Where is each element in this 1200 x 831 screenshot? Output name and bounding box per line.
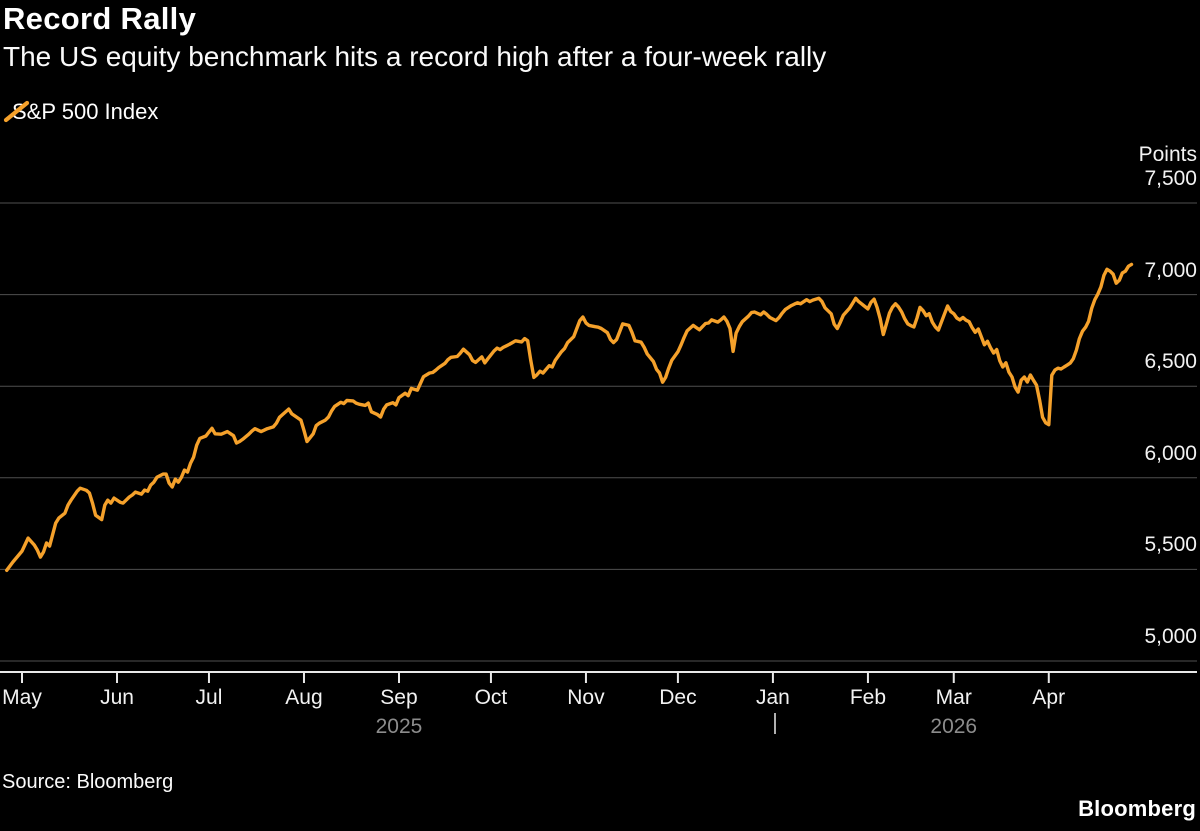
x-axis-month-label: Sep [380, 686, 418, 709]
x-axis-month-label: Apr [1032, 686, 1066, 709]
x-axis-month-label: Oct [474, 686, 508, 709]
x-axis-year-label: 2025 [375, 715, 423, 738]
x-axis-month-label: Dec [659, 686, 697, 709]
y-axis-unit-label: Points [1138, 143, 1197, 166]
chart-title: Record Rally [3, 1, 197, 36]
x-axis-month-label: Jul [195, 686, 223, 709]
year-divider [773, 713, 776, 734]
legend: S&P 500 Index [3, 99, 158, 125]
bloomberg-logo: Bloomberg [1078, 796, 1196, 821]
chart-subtitle: The US equity benchmark hits a record hi… [3, 41, 827, 72]
x-axis-month-label: Jan [755, 686, 790, 709]
y-axis-tick-label: 5,500 [1144, 533, 1197, 557]
y-axis-tick-label: 7,000 [1144, 258, 1197, 282]
x-axis-month-label: May [2, 686, 42, 709]
source-credit: Source: Bloomberg [2, 771, 174, 793]
x-axis-month-label: Nov [567, 686, 605, 709]
y-axis-tick-label: 5,000 [1144, 625, 1197, 648]
sp500-price-line [5, 262, 1134, 572]
x-axis-month-label: Feb [849, 686, 887, 709]
y-axis-tick-label: 6,000 [1144, 441, 1197, 465]
y-axis-tick-label: 6,500 [1144, 350, 1197, 374]
x-axis-month-label: Mar [935, 686, 972, 709]
x-axis-year-label: 2026 [930, 715, 978, 738]
x-axis-month-label: Aug [285, 686, 323, 709]
x-axis-month-label: Jun [100, 686, 134, 709]
line-swatch-icon [3, 100, 30, 123]
legend-series-label: S&P 500 Index [12, 99, 159, 124]
y-axis-tick-label: 7,500 [1144, 167, 1197, 190]
